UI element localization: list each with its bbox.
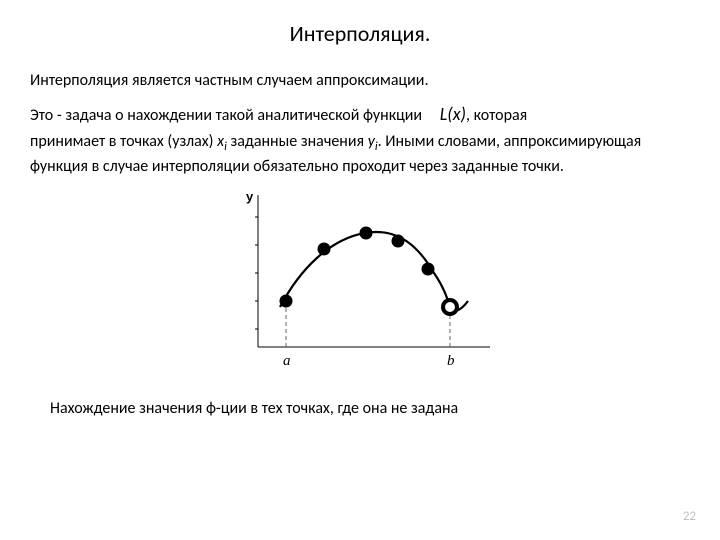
definition-line-2: принимает в точках (узлах) хi заданные з…	[30, 131, 690, 178]
function-symbol: L(x)	[440, 103, 466, 125]
def-suffix: , которая	[466, 106, 527, 125]
page-title: Интерполяция.	[30, 20, 690, 47]
chart-container: y a b	[30, 189, 690, 379]
def-part-b: заданные значения	[227, 132, 368, 151]
def-part-a: принимает в точках (узлах)	[30, 132, 217, 151]
interpolation-chart: y a b	[220, 189, 500, 379]
intro-paragraph: Интерполяция является частным случаем ап…	[30, 71, 690, 90]
def-prefix: Это - задача о нахождении такой аналитич…	[30, 106, 422, 125]
chart-caption: Нахождение значения ф-ции в тех точках, …	[50, 399, 690, 418]
page-number: 22	[683, 509, 696, 524]
svg-text:b: b	[447, 353, 455, 369]
svg-text:y: y	[246, 189, 254, 204]
definition-line-1: Это - задача о нахождении такой аналитич…	[30, 102, 690, 127]
svg-text:a: a	[283, 353, 291, 369]
yi-var: у	[368, 132, 375, 151]
